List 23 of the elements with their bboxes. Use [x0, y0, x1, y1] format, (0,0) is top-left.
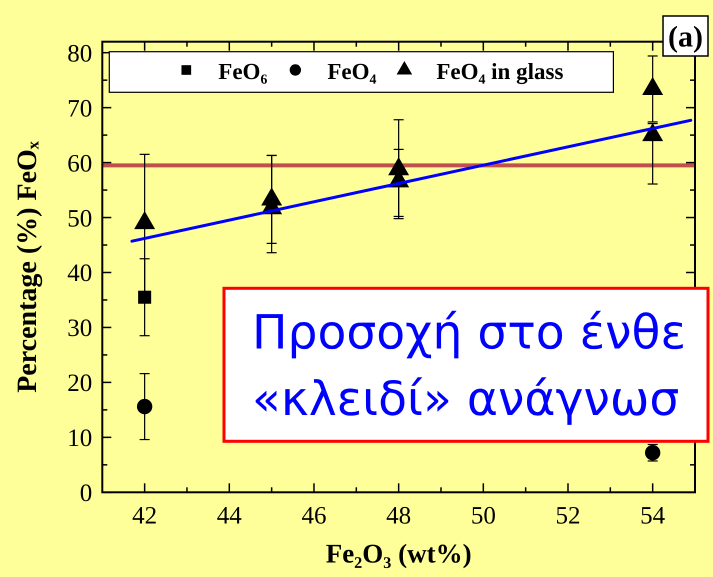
y-axis-title: Percentage (%) FeOₓ	[12, 140, 43, 393]
x-tick-label: 54	[640, 502, 666, 530]
y-tick-label: 80	[67, 40, 92, 68]
legend-label: FeO₄ in glass	[436, 59, 564, 85]
y-tick-label: 0	[80, 480, 92, 508]
x-axis-title: Fe₂O₃ (wt%)	[326, 538, 472, 568]
x-tick-label: 50	[470, 502, 496, 530]
y-tick-label: 10	[67, 425, 92, 452]
x-tick-label: 46	[301, 502, 326, 530]
y-tick-label: 30	[67, 315, 92, 342]
annotation: (a)	[668, 20, 703, 54]
y-tick-label: 50	[67, 205, 92, 232]
x-tick-label: 52	[555, 502, 580, 530]
legend-label: FeO₄	[327, 59, 376, 84]
x-tick-label: 42	[132, 502, 158, 530]
y-tick-label: 20	[67, 370, 92, 398]
annotation: Προσοχή στο ένθε «κλειδί» ανάγνωσ	[252, 306, 686, 428]
y-tick-label: 70	[67, 95, 92, 122]
y-tick-label: 60	[67, 150, 92, 178]
x-tick-label: 44	[216, 502, 242, 530]
legend-label: FeO₆	[218, 59, 268, 84]
y-tick-label: 40	[67, 260, 92, 288]
x-tick-label: 48	[386, 502, 412, 530]
